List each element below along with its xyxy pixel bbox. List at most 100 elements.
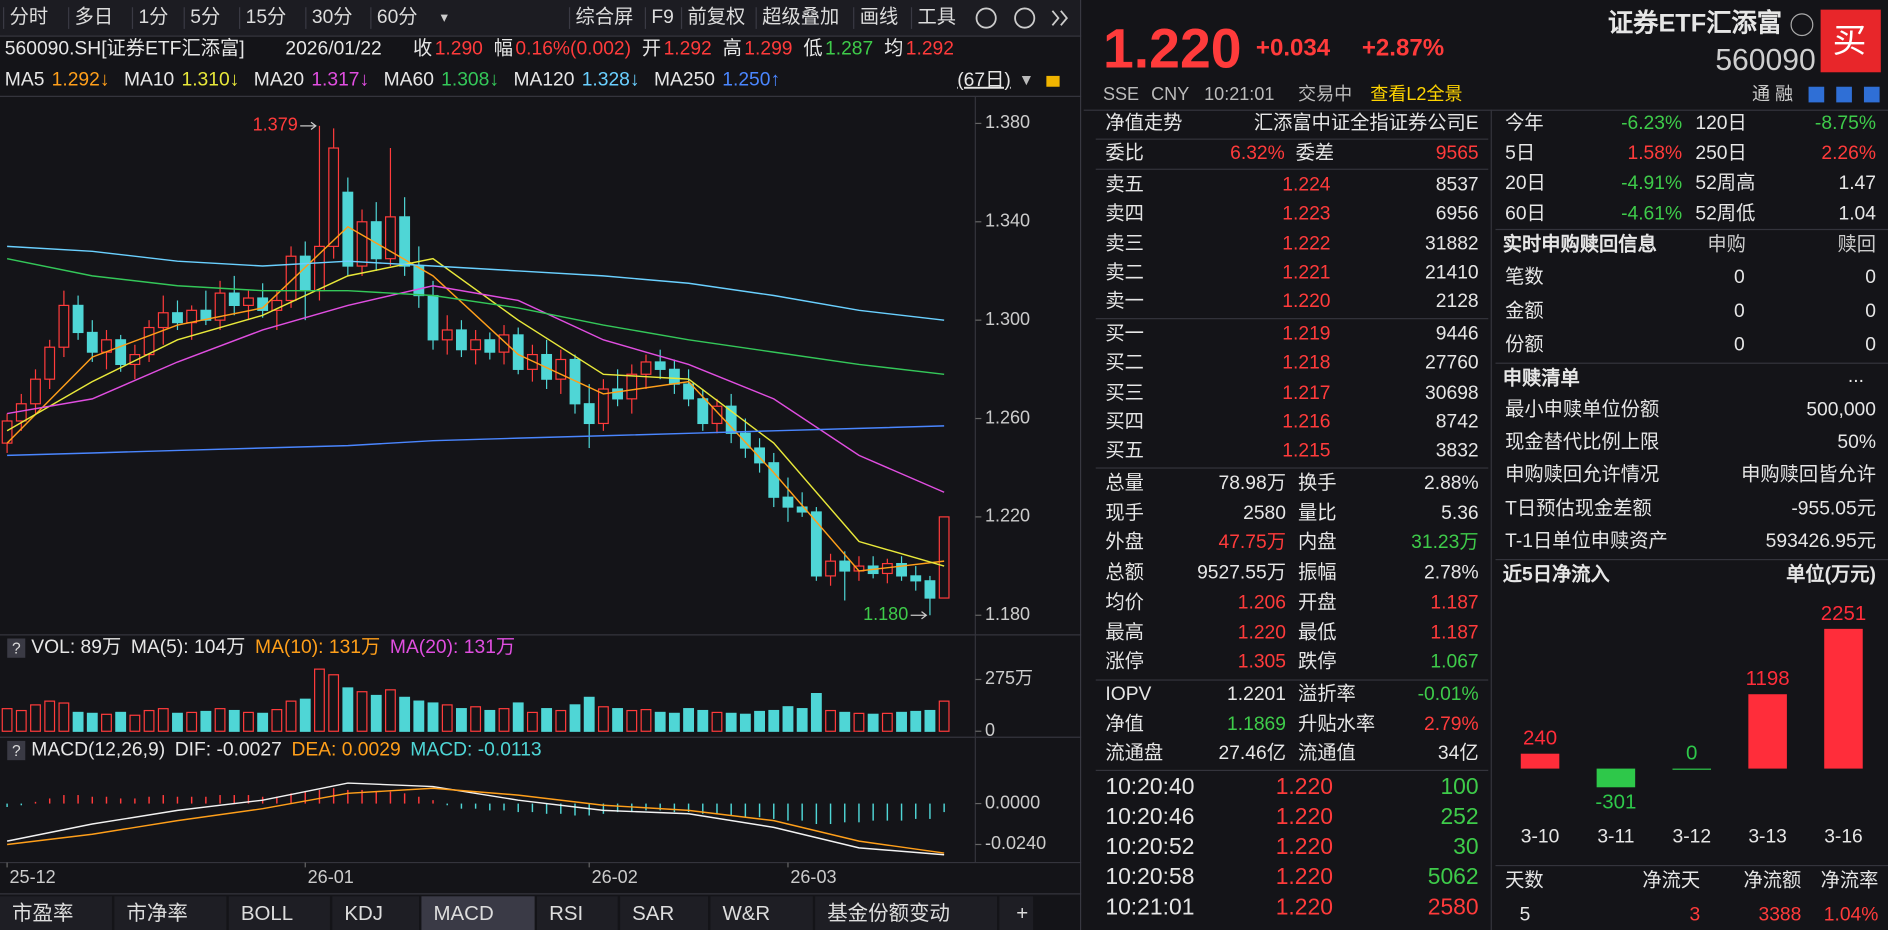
stat-value: 1.187 — [1430, 592, 1479, 613]
indicator-tab[interactable]: 市净率 — [126, 902, 187, 925]
indicator-tab[interactable]: SAR — [632, 902, 674, 925]
period-tab[interactable]: 多日 — [75, 6, 114, 28]
stat-label: 内盘 — [1298, 532, 1337, 554]
volume-bar — [285, 700, 297, 732]
buy-label[interactable]: 买 — [1832, 21, 1867, 60]
indicator-tab[interactable]: BOLL — [241, 902, 293, 925]
label: 593426.95元 — [1765, 531, 1876, 552]
help-icon[interactable] — [1014, 7, 1036, 29]
tab-bg[interactable] — [228, 896, 330, 930]
indicator-tab[interactable]: 市盈率 — [12, 902, 73, 925]
divider — [1083, 109, 1888, 111]
indicator-tab[interactable]: + — [1016, 902, 1028, 925]
tool-button[interactable]: 综合屏 — [576, 6, 634, 28]
period-tab[interactable]: 分时 — [10, 6, 49, 28]
ma-line — [6, 285, 945, 493]
candle-body — [413, 265, 425, 297]
indicator-value: MACD: -0.0113 — [410, 740, 541, 761]
tool-button[interactable]: 超级叠加 — [762, 6, 839, 28]
tool-button[interactable]: 工具 — [918, 7, 957, 28]
stat-label: 均价 — [1105, 592, 1144, 613]
days-range[interactable]: (67日) — [957, 70, 1011, 91]
legend-name: MA5 — [5, 70, 45, 91]
bid-volume: 3832 — [1435, 441, 1479, 462]
indicator-tab[interactable]: MACD — [433, 902, 493, 925]
candle-body — [612, 388, 624, 400]
tab-bg[interactable] — [0, 896, 112, 930]
candle-body — [86, 331, 98, 353]
indicator-tab[interactable]: 基金份额变动 — [827, 902, 950, 925]
flow-bar — [1672, 768, 1712, 770]
trade-volume: 5062 — [1427, 864, 1479, 891]
stat-value: 2.88% — [1423, 473, 1479, 494]
volume-bar — [470, 706, 482, 732]
more-button[interactable]: ... — [1847, 366, 1864, 387]
buy-button[interactable] — [1820, 9, 1881, 73]
volume-bar — [555, 709, 567, 732]
ask-label: 卖三 — [1105, 233, 1144, 254]
ask-volume: 6956 — [1435, 203, 1479, 225]
tab-bg[interactable] — [537, 896, 618, 930]
period-tab[interactable]: 5分 — [190, 6, 220, 28]
tab-bg[interactable] — [620, 896, 709, 930]
tab-bg[interactable] — [114, 896, 227, 930]
candle-body — [512, 334, 524, 370]
help-box[interactable] — [7, 638, 26, 658]
stat-value: 31.23万 — [1411, 532, 1479, 554]
period-tab[interactable]: 15分 — [246, 6, 287, 28]
stat-value: 34亿 — [1437, 743, 1479, 765]
volume-bar — [413, 700, 425, 732]
indicator-tab[interactable]: RSI — [549, 902, 583, 925]
tool-icon[interactable] — [1808, 86, 1825, 103]
info-icon[interactable] — [1790, 13, 1814, 37]
volume-bar — [427, 702, 439, 732]
expand-icon[interactable] — [1051, 10, 1069, 26]
legend-value: 1.310↓ — [181, 70, 239, 91]
bid-price: 1.215 — [1282, 441, 1331, 462]
bid-price: 1.219 — [1282, 324, 1331, 345]
volume-bar — [299, 698, 311, 732]
tool-button[interactable]: 画线 — [860, 6, 899, 28]
tool-button[interactable]: 前复权 — [688, 6, 746, 28]
l2-link[interactable]: 查看L2全景 — [1370, 84, 1463, 105]
volume-bar — [455, 708, 467, 732]
tab-bg[interactable] — [710, 896, 813, 930]
period-tab[interactable]: 30分 — [312, 6, 353, 28]
field-value: 0.16%(0.002) — [515, 38, 631, 59]
period-tab[interactable]: 1分 — [138, 6, 168, 28]
settings-icon[interactable] — [975, 7, 997, 29]
label: 0 — [1865, 267, 1876, 288]
volume-bar — [597, 706, 609, 732]
dropdown-icon[interactable]: ▾ — [441, 10, 449, 26]
tool-icon[interactable] — [1836, 86, 1852, 103]
tab-bg[interactable] — [421, 896, 535, 930]
days-dropdown[interactable]: ▼ — [1019, 72, 1034, 89]
period-tab[interactable]: 60分 — [377, 6, 418, 28]
indicator-tab[interactable]: KDJ — [344, 902, 383, 925]
volume-bar — [214, 708, 226, 732]
volume-bar — [668, 712, 680, 732]
legend-value: 1.250↑ — [722, 70, 780, 91]
candle-body — [370, 221, 382, 260]
indicator-tab[interactable]: W&R — [722, 902, 770, 925]
stat-value: 2.78% — [1423, 562, 1479, 584]
candle-body — [299, 255, 311, 292]
stat-label: 流通盘 — [1105, 743, 1164, 765]
help-icon[interactable]: ? — [12, 640, 21, 657]
lock-icon[interactable] — [1046, 75, 1060, 87]
help-icon[interactable]: ? — [12, 743, 21, 760]
ask-volume: 31882 — [1425, 233, 1479, 254]
help-box[interactable] — [7, 740, 26, 761]
tool-icon[interactable] — [1863, 86, 1880, 103]
y-tick-label: 1.260 — [985, 407, 1030, 427]
candle-body — [896, 563, 907, 577]
tab-bg[interactable] — [999, 896, 1034, 930]
tool-button[interactable]: F9 — [651, 7, 673, 28]
volume-bar — [143, 709, 155, 732]
tab-bg[interactable] — [332, 896, 420, 930]
candle-body — [455, 329, 467, 351]
candle-body — [654, 361, 666, 370]
section-title: 实时申购赎回信息 — [1502, 234, 1657, 256]
stat-value: 1.220 — [1237, 622, 1286, 643]
tab-bg[interactable] — [815, 896, 997, 930]
